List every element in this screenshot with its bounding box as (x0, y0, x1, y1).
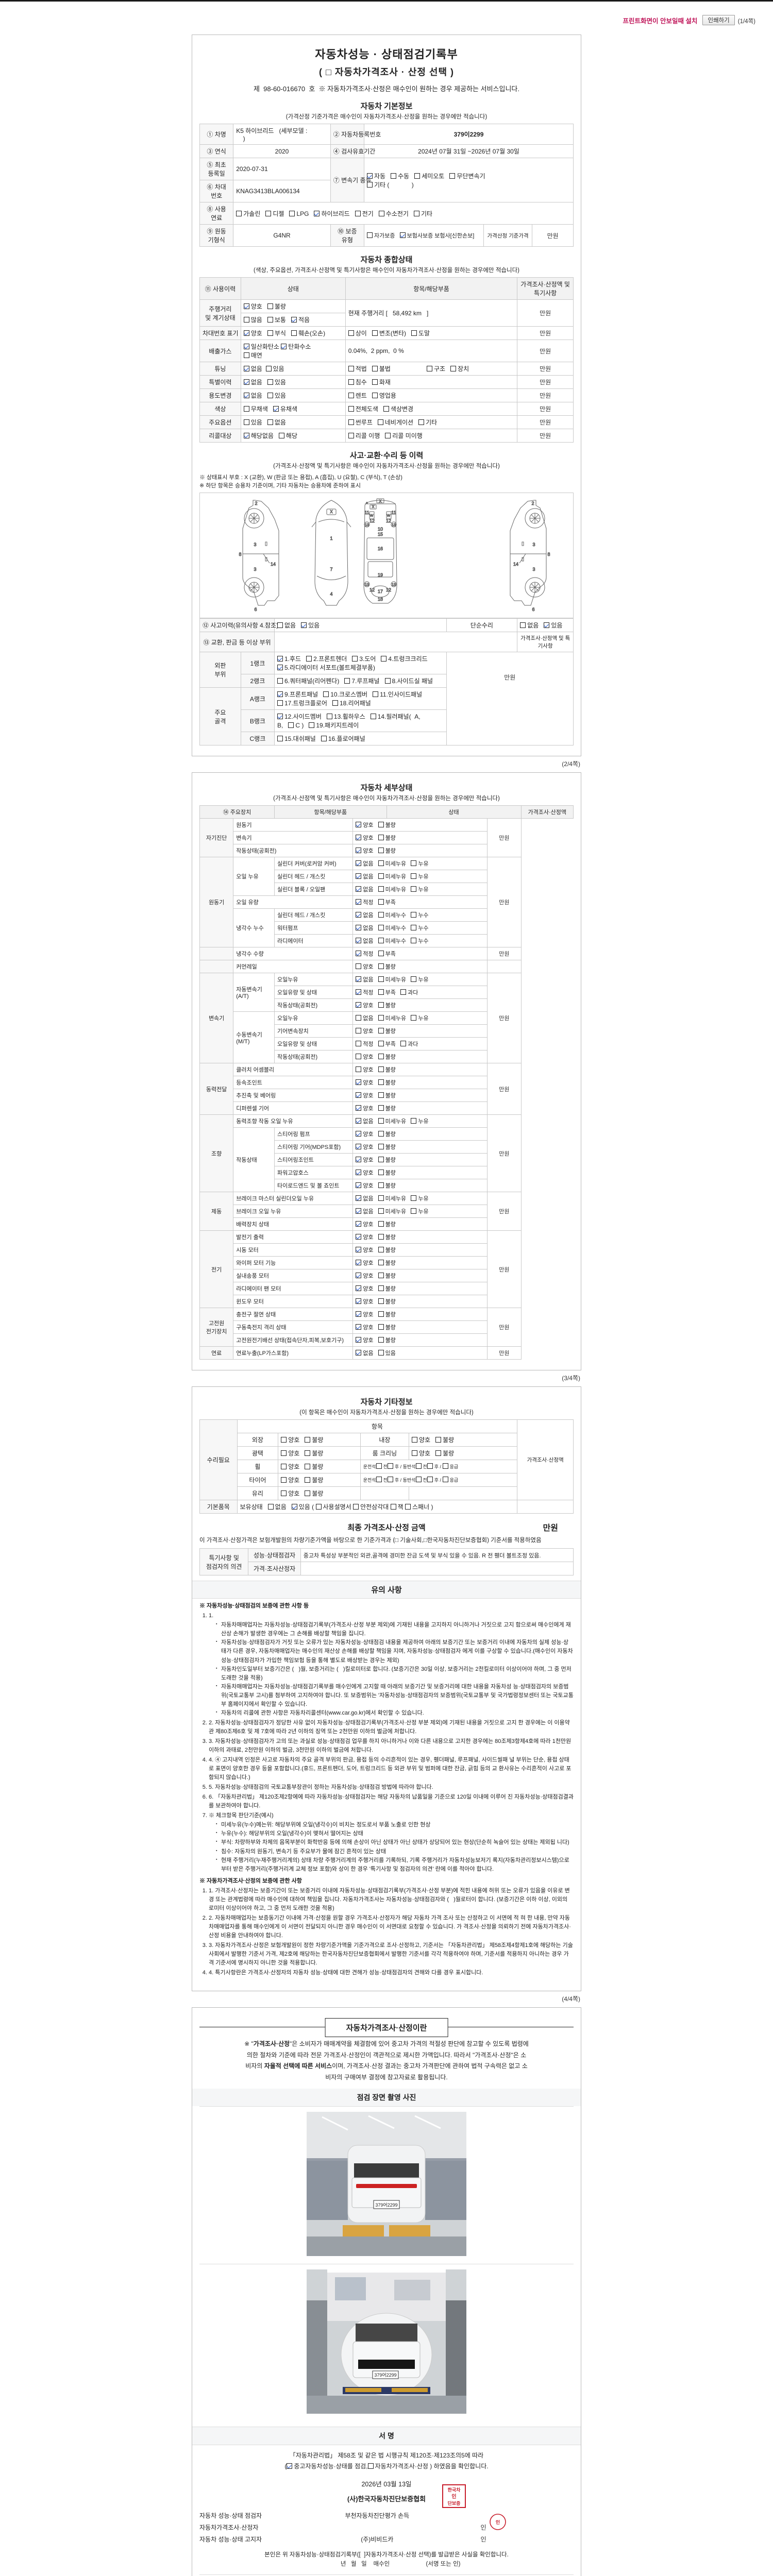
svg-text:13: 13 (392, 583, 396, 587)
svg-text:6: 6 (532, 607, 534, 612)
svg-text:인: 인 (496, 2520, 500, 2525)
svg-text:단보증: 단보증 (448, 2500, 461, 2506)
svg-text:8: 8 (239, 552, 241, 557)
svg-text:3: 3 (532, 542, 535, 547)
svg-text:12: 12 (386, 518, 391, 523)
svg-text:2: 2 (531, 501, 534, 506)
svg-text:12: 12 (369, 518, 375, 523)
svg-text:11: 11 (391, 510, 396, 515)
svg-text:3: 3 (254, 542, 256, 547)
svg-text:2: 2 (255, 501, 257, 506)
svg-text:한국차: 한국차 (448, 2487, 461, 2493)
svg-text:13: 13 (392, 523, 396, 527)
svg-text:4: 4 (330, 591, 332, 597)
svg-text:X: X (372, 505, 375, 509)
svg-text:7: 7 (330, 567, 332, 572)
svg-text:X: X (330, 510, 333, 514)
svg-text:16: 16 (378, 546, 383, 551)
svg-text:14: 14 (513, 562, 518, 567)
svg-text:1: 1 (330, 536, 332, 541)
svg-text:13: 13 (365, 583, 369, 587)
svg-text:17: 17 (378, 589, 383, 594)
svg-text:379어2299: 379어2299 (374, 2372, 396, 2378)
svg-text:19: 19 (378, 572, 383, 578)
svg-text:11: 11 (364, 510, 369, 515)
svg-text:8: 8 (547, 552, 550, 557)
svg-text:14: 14 (271, 562, 276, 567)
svg-text:인: 인 (451, 2493, 456, 2500)
svg-text:3: 3 (532, 567, 535, 572)
svg-text:18: 18 (378, 597, 383, 602)
svg-text:379어2299: 379어2299 (375, 2202, 397, 2208)
svg-text:15: 15 (378, 532, 383, 537)
svg-text:W: W (387, 514, 391, 518)
svg-text:10: 10 (378, 527, 383, 532)
svg-text:3: 3 (254, 567, 256, 572)
svg-text:13: 13 (365, 523, 369, 527)
svg-text:W: W (370, 514, 374, 518)
svg-text:6: 6 (254, 607, 257, 612)
svg-text:X: X (379, 500, 382, 503)
